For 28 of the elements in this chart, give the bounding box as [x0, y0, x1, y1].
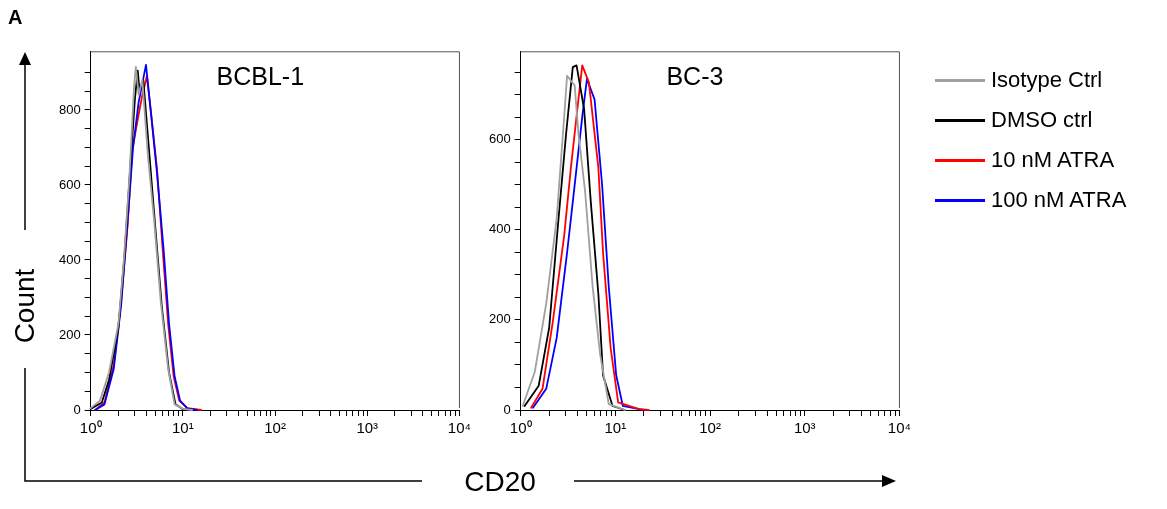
- legend-label: DMSO ctrl: [991, 107, 1093, 133]
- x-tick-label: 10⁴: [447, 419, 472, 437]
- x-tick-label: 10¹: [604, 419, 627, 437]
- x-tick-label: 10⁰: [79, 419, 102, 437]
- x-tick-label: 10³: [356, 419, 379, 437]
- x-tick-label: 10²: [699, 419, 721, 437]
- y-tick-label: 400: [488, 221, 511, 237]
- x-tick-label: 10⁰: [509, 419, 532, 437]
- y-tick-label: 200: [58, 326, 81, 342]
- x-tick-label: 10²: [264, 419, 286, 437]
- y-tick-label: 0: [503, 401, 511, 417]
- legend-label: 100 nM ATRA: [991, 187, 1127, 213]
- chart-title: BCBL-1: [216, 61, 305, 90]
- x-tick-label: 10³: [793, 419, 816, 437]
- x-axis-title: CD20: [463, 466, 537, 498]
- y-tick-label: 600: [488, 131, 511, 147]
- y-axis-title: Count: [9, 267, 41, 346]
- text: A: [8, 6, 23, 29]
- legend-label: 10 nM ATRA: [991, 147, 1115, 173]
- chart-title: BC-3: [666, 61, 724, 90]
- legend-label: Isotype Ctrl: [991, 67, 1103, 93]
- x-tick-label: 10⁴: [887, 419, 912, 437]
- y-tick-label: 0: [73, 401, 81, 417]
- x-tick-label: 10¹: [172, 419, 194, 437]
- y-tick-label: 200: [488, 311, 511, 327]
- y-tick-label: 400: [58, 251, 81, 267]
- y-tick-label: 600: [58, 176, 81, 192]
- y-tick-label: 800: [58, 101, 81, 117]
